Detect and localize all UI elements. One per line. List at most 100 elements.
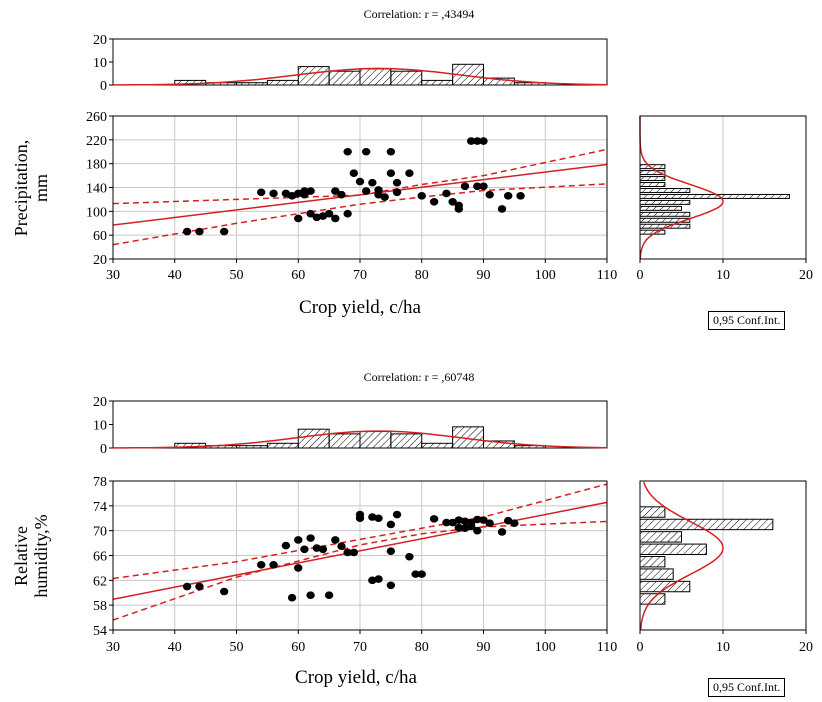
chart-2-data-point [386, 581, 396, 590]
chart-2-data-point [349, 548, 359, 557]
chart-2-data-point [219, 587, 229, 596]
chart-2-data-point [386, 520, 396, 529]
chart-1-right-hist-tick-label: 10 [716, 268, 730, 283]
chart-2-data-point [343, 548, 352, 557]
chart-1-x-tick-label: 90 [477, 268, 491, 283]
chart-1-data-point [405, 169, 414, 177]
chart-2-y-tick-label: 54 [93, 624, 107, 639]
chart-2-x-tick-label: 80 [415, 640, 429, 655]
chart-2-data-point [473, 526, 482, 535]
chart-2-right-hist-tick-label: 0 [637, 640, 644, 655]
chart-2-data-point [392, 510, 402, 519]
chart-1-y-tick-label: 180 [86, 158, 107, 173]
chart-2-x-axis-label: Crop yield, c/ha [295, 667, 417, 688]
chart-2-right-hist-bar [639, 580, 691, 593]
chart-2-data-point [281, 541, 291, 550]
chart-1-right-hist-bar [639, 193, 790, 199]
chart-1-data-point [343, 147, 352, 156]
chart-1-data-point [485, 190, 494, 199]
chart-2-x-tick-label: 50 [230, 640, 244, 655]
chart-1-fit-line [112, 163, 608, 226]
chart-2-top-hist-bar [266, 442, 299, 449]
chart-1-data-point [269, 189, 278, 198]
chart-2-data-point [300, 545, 309, 554]
chart-1-top-hist-bar [328, 70, 361, 86]
chart-2-top-hist-tick-label: 0 [100, 442, 107, 457]
chart-1-x-tick-label: 80 [415, 268, 429, 283]
chart-1-data-point [195, 227, 204, 236]
chart-2-data-point [473, 515, 482, 524]
chart-2-data-point [306, 591, 315, 600]
chart-2-data-point [374, 514, 383, 523]
chart-1-data-point [473, 137, 482, 145]
chart-2-top-hist-bar [390, 433, 423, 449]
chart-1-data-point [361, 147, 371, 156]
chart-1-y-tick-label: 260 [86, 110, 107, 125]
chart-2-top-hist-tick-label: 20 [93, 395, 107, 410]
chart-2-y-axis-label-line-2: humidity,% [31, 514, 51, 597]
chart-1-data-point [429, 198, 439, 206]
chart-2-data-point [337, 542, 346, 550]
chart-1-y-tick-label: 140 [86, 182, 107, 197]
chart-1-right-hist-bar [639, 229, 666, 235]
chart-1-data-point [473, 182, 482, 191]
chart-1-top-hist-bar [266, 79, 299, 86]
chart-2: Correlation: r = ,60748 0 10 20 30 40 50 60 70… [11, 370, 813, 688]
chart-1-data-point [442, 189, 451, 198]
chart-1-ci-lower-line [112, 183, 608, 246]
chart-1-ci-upper-line [112, 148, 608, 205]
chart-1-data-point [448, 198, 457, 206]
chart-1-data-point [460, 182, 470, 191]
chart-2-right-hist-bar [639, 506, 666, 518]
chart-1-data-point [331, 187, 340, 195]
chart-2-right-hist-bar [639, 543, 707, 555]
chart-2-right-hist-bar [639, 518, 774, 531]
chart-1-data-point [343, 209, 352, 218]
chart-2-data-point [374, 575, 383, 583]
chart-1-top-histogram: 0 10 20 [93, 33, 608, 94]
chart-2-data-point [405, 552, 414, 561]
chart-2-data-point [294, 536, 303, 544]
legend-1: 0,95 Conf.Int. [708, 311, 786, 330]
chart-2-top-hist-bar [483, 440, 515, 449]
chart-1-data-point [306, 187, 315, 195]
chart-1-data-point [516, 192, 525, 200]
chart-1-scatter-plot: 30 40 50 60 70 80 90 100 110 20 60 100 140 180 220 260… [11, 110, 617, 318]
chart-1-y-tick-label: 100 [86, 205, 107, 220]
chart-2-data-point [485, 519, 494, 528]
chart-2-right-hist-tick-label: 20 [799, 640, 813, 655]
chart-1: Correlation: r = ,43494 0 10 20 30 40 50 60 70… [11, 7, 813, 318]
chart-1-data-point [257, 188, 266, 197]
chart-1-data-point [182, 227, 192, 236]
chart-1-data-point [454, 205, 463, 213]
chart-2-x-tick-label: 60 [291, 640, 305, 655]
chart-2-data-point [417, 570, 426, 578]
chart-2-y-tick-label: 70 [93, 525, 107, 540]
chart-2-title: Correlation: r = ,60748 [364, 370, 475, 384]
chart-1-data-point [504, 192, 513, 200]
chart-2-data-point [269, 561, 278, 569]
chart-1-data-point [497, 205, 507, 213]
chart-1-data-point [386, 147, 396, 156]
chart-1-x-tick-label: 70 [353, 268, 367, 283]
chart-1-data-point [355, 177, 365, 186]
legend-2: 0,95 Conf.Int. [708, 678, 786, 697]
chart-2-x-tick-label: 30 [106, 640, 120, 655]
chart-2-data-point [497, 528, 507, 536]
chart-2-top-hist-normal-curve [113, 430, 608, 449]
chart-2-top-hist-bar [359, 431, 392, 449]
chart-2-x-tick-label: 90 [477, 640, 491, 655]
chart-1-data-point [466, 137, 476, 145]
chart-2-data-point [195, 582, 204, 591]
chart-2-y-tick-label: 78 [93, 475, 107, 490]
chart-1-data-point [368, 178, 377, 187]
chart-1-right-hist-tick-label: 0 [637, 268, 644, 283]
chart-1-right-hist-bar [639, 176, 666, 182]
chart-2-data-point [287, 593, 297, 602]
chart-1-top-hist-bar [359, 68, 392, 86]
chart-1-data-point [392, 178, 402, 187]
chart-2-x-tick-label: 110 [597, 640, 617, 655]
chart-1-top-hist-tick-label: 20 [93, 33, 107, 48]
chart-1-top-hist-bar [297, 66, 330, 86]
